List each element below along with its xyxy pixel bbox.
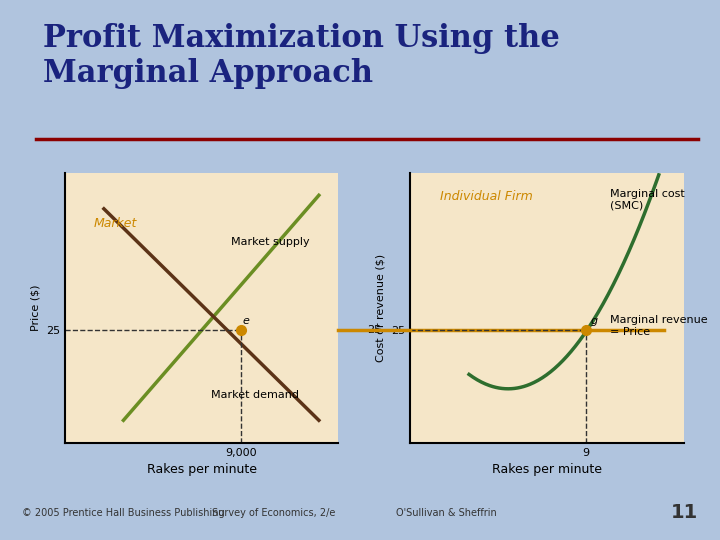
Text: Marginal cost
(SMC): Marginal cost (SMC) (610, 189, 685, 211)
X-axis label: Rakes per minute: Rakes per minute (147, 463, 256, 476)
Text: 25: 25 (367, 325, 381, 335)
Text: e: e (243, 315, 250, 326)
Text: Market: Market (94, 217, 138, 230)
Text: O'Sullivan & Sheffrin: O'Sullivan & Sheffrin (396, 508, 497, 518)
Text: Profit Maximization Using the
Marginal Approach: Profit Maximization Using the Marginal A… (43, 23, 560, 90)
Y-axis label: Cost or revenue ($): Cost or revenue ($) (376, 254, 386, 362)
Text: g: g (590, 315, 598, 326)
Text: Survey of Economics, 2/e: Survey of Economics, 2/e (212, 508, 336, 518)
Y-axis label: Price ($): Price ($) (30, 285, 40, 331)
X-axis label: Rakes per minute: Rakes per minute (492, 463, 602, 476)
Text: © 2005 Prentice Hall Business Publishing: © 2005 Prentice Hall Business Publishing (22, 508, 224, 518)
Text: 11: 11 (671, 503, 698, 523)
Text: Market demand: Market demand (212, 390, 300, 400)
Text: Individual Firm: Individual Firm (440, 190, 533, 203)
Text: Market supply: Market supply (231, 237, 310, 247)
Text: Marginal revenue
= Price: Marginal revenue = Price (610, 315, 707, 337)
